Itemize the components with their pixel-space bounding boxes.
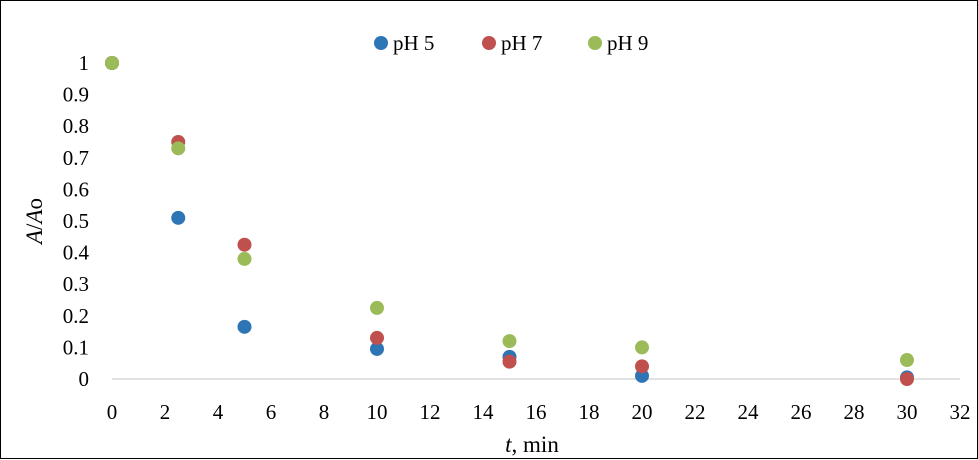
x-tick-label: 0 xyxy=(107,400,118,424)
data-point xyxy=(237,319,252,334)
x-tick-label: 22 xyxy=(685,400,706,424)
y-tick-label: 0.6 xyxy=(63,177,89,201)
data-point xyxy=(171,210,186,225)
x-tick-label: 14 xyxy=(473,400,495,424)
y-axis-title: A/Ao xyxy=(22,198,47,246)
x-tick-label: 20 xyxy=(632,400,653,424)
x-axis-ticks: 0 2 4 6 8 10 12 14 16 18 20 22 24 26 28 30 32 xyxy=(107,400,971,424)
x-tick-label: 6 xyxy=(266,400,277,424)
legend-label: pH 7 xyxy=(501,31,542,55)
data-points xyxy=(105,56,914,386)
y-tick-label: 1 xyxy=(79,51,90,75)
x-axis-title: t, min xyxy=(505,432,559,457)
legend-marker xyxy=(588,36,602,50)
x-tick-label: 24 xyxy=(738,400,760,424)
legend: pH 5 pH 7 pH 9 xyxy=(374,31,648,55)
legend-marker xyxy=(374,36,388,50)
y-tick-label: 0.1 xyxy=(63,335,89,359)
x-tick-label: 2 xyxy=(160,400,171,424)
data-point xyxy=(635,340,649,355)
data-point xyxy=(370,330,384,345)
data-point xyxy=(502,354,517,369)
data-point xyxy=(370,300,384,315)
data-point xyxy=(900,372,914,386)
y-axis-ticks: 0 0.1 0.2 0.3 0.4 0.5 0.6 0.7 0.8 0.9 1 xyxy=(63,51,90,391)
x-tick-label: 16 xyxy=(526,400,547,424)
legend-item: pH 9 xyxy=(588,31,648,55)
y-tick-label: 0.8 xyxy=(63,114,89,138)
x-tick-label: 32 xyxy=(950,400,971,424)
y-tick-label: 0.3 xyxy=(63,272,89,296)
x-tick-label: 4 xyxy=(213,400,224,424)
data-point xyxy=(237,251,252,266)
data-point xyxy=(237,237,252,252)
y-tick-label: 0.2 xyxy=(63,304,89,328)
data-point xyxy=(171,141,186,156)
y-tick-label: 0.9 xyxy=(63,83,89,107)
data-point xyxy=(900,353,914,368)
x-tick-label: 30 xyxy=(897,400,918,424)
data-point xyxy=(370,341,384,356)
x-tick-label: 28 xyxy=(844,400,865,424)
y-tick-label: 0.7 xyxy=(63,146,89,170)
x-tick-label: 26 xyxy=(791,400,812,424)
legend-label: pH 9 xyxy=(607,31,648,55)
legend-marker xyxy=(482,36,496,50)
legend-item: pH 5 xyxy=(374,31,434,55)
data-point xyxy=(635,359,649,374)
x-tick-label: 8 xyxy=(319,400,330,424)
x-tick-label: 18 xyxy=(579,400,600,424)
x-tick-label: 10 xyxy=(367,400,388,424)
y-tick-label: 0.4 xyxy=(63,241,90,265)
series-ph-9 xyxy=(105,56,914,368)
x-tick-label: 12 xyxy=(420,400,441,424)
y-tick-label: 0 xyxy=(79,367,90,391)
y-tick-label: 0.5 xyxy=(63,209,89,233)
data-point xyxy=(502,334,517,349)
legend-label: pH 5 xyxy=(393,31,434,55)
legend-item: pH 7 xyxy=(482,31,542,55)
data-point xyxy=(105,56,119,70)
